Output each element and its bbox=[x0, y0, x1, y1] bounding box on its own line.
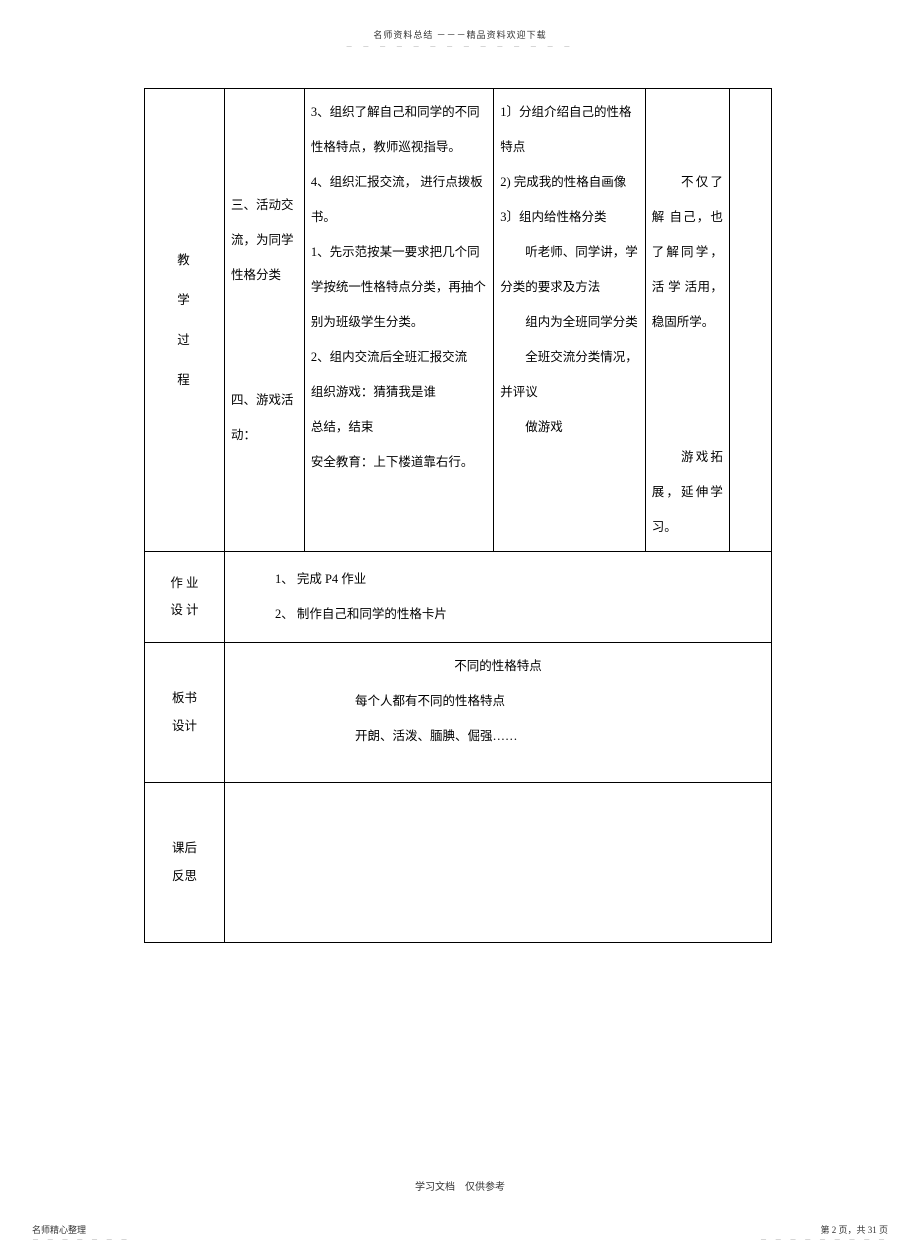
intent-block-1: 不仅了 解 自己，也了解同学，活 学 活用，稳固所学。 bbox=[652, 165, 723, 340]
text-line: 组内为全班同学分类 bbox=[500, 305, 638, 340]
text-line: 全班交流分类情况，并评议 bbox=[500, 340, 638, 410]
student-activity-cell: 1〕分组介绍自己的性格特点 2) 完成我的性格自画像 3〕组内给性格分类 听老师… bbox=[494, 89, 645, 552]
lesson-plan-table-container: 教 学 过 程 三、活动交流，为同学性格分类 四、游戏活动： 3、组织了解自己和… bbox=[144, 88, 772, 943]
text-line: 3、组织了解自己和同学的不同性格特点，教师巡视指导。 bbox=[311, 95, 487, 165]
row-label-teaching-process: 教 学 过 程 bbox=[145, 89, 225, 552]
text-line: 1〕分组介绍自己的性格特点 bbox=[500, 95, 638, 165]
table-row: 板书 设计 不同的性格特点 每个人都有不同的性格特点 开朗、活泼、腼腆、倔强…… bbox=[145, 643, 772, 783]
table-row: 作 业 设 计 1、 完成 P4 作业 2、 制作自己和同学的性格卡片 bbox=[145, 552, 772, 643]
reflection-content-cell bbox=[224, 783, 771, 943]
table-row: 课后 反思 bbox=[145, 783, 772, 943]
label-char: 学 bbox=[177, 293, 192, 307]
label-char: 程 bbox=[177, 373, 192, 387]
design-intent-cell: 不仅了 解 自己，也了解同学，活 学 活用，稳固所学。 游戏拓展，延伸学习。 bbox=[645, 89, 729, 552]
footer-right-dots: － － － － － － － － － bbox=[760, 1235, 888, 1245]
text-line: 听老师、同学讲，学分类的要求及方法 bbox=[500, 235, 638, 305]
page-header-title: 名师资料总结 －－－精品资料欢迎下载 bbox=[0, 28, 920, 41]
text-line: 2、组内交流后全班汇报交流 bbox=[311, 340, 487, 375]
board-line: 每个人都有不同的性格特点 bbox=[235, 684, 761, 719]
label-char: 过 bbox=[177, 333, 192, 347]
homework-content-cell: 1、 完成 P4 作业 2、 制作自己和同学的性格卡片 bbox=[224, 552, 771, 643]
stage-4-text: 四、游戏活动： bbox=[231, 383, 298, 453]
page-header-dots: － － － － － － － － － － － － － － bbox=[0, 42, 920, 52]
homework-item: 1、 完成 P4 作业 bbox=[275, 562, 761, 597]
empty-cell bbox=[729, 89, 771, 552]
text-line: 2) 完成我的性格自画像 bbox=[500, 165, 638, 200]
row-label-homework: 作 业 设 计 bbox=[145, 552, 225, 643]
table-row: 教 学 过 程 三、活动交流，为同学性格分类 四、游戏活动： 3、组织了解自己和… bbox=[145, 89, 772, 552]
text-line: 安全教育：上下楼道靠右行。 bbox=[311, 445, 487, 480]
text-line: 4、组织汇报交流， 进行点拨板书。 bbox=[311, 165, 487, 235]
text-line: 做游戏 bbox=[500, 410, 638, 445]
label-char: 教 bbox=[177, 253, 192, 267]
board-line: 开朗、活泼、腼腆、倔强…… bbox=[235, 719, 761, 754]
text-line: 组织游戏：猜猜我是谁 bbox=[311, 375, 487, 410]
row-label-board-design: 板书 设计 bbox=[145, 643, 225, 783]
lesson-plan-table: 教 学 过 程 三、活动交流，为同学性格分类 四、游戏活动： 3、组织了解自己和… bbox=[144, 88, 772, 943]
footer-center-text: 学习文档 仅供参考 bbox=[0, 1178, 920, 1193]
board-design-content-cell: 不同的性格特点 每个人都有不同的性格特点 开朗、活泼、腼腆、倔强…… bbox=[224, 643, 771, 783]
teacher-activity-cell: 3、组织了解自己和同学的不同性格特点，教师巡视指导。 4、组织汇报交流， 进行点… bbox=[304, 89, 493, 552]
footer-left-dots: － － － － － － － bbox=[32, 1235, 131, 1245]
stage-3-text: 三、活动交流，为同学性格分类 bbox=[231, 188, 298, 293]
board-title: 不同的性格特点 bbox=[235, 649, 761, 684]
homework-item: 2、 制作自己和同学的性格卡片 bbox=[275, 597, 761, 632]
activity-stage-cell: 三、活动交流，为同学性格分类 四、游戏活动： bbox=[224, 89, 304, 552]
row-label-reflection: 课后 反思 bbox=[145, 783, 225, 943]
text-line: 1、先示范按某一要求把几个同学按统一性格特点分类，再抽个别为班级学生分类。 bbox=[311, 235, 487, 340]
text-line: 3〕组内给性格分类 bbox=[500, 200, 638, 235]
intent-block-2: 游戏拓展，延伸学习。 bbox=[652, 440, 723, 545]
text-line: 总结，结束 bbox=[311, 410, 487, 445]
